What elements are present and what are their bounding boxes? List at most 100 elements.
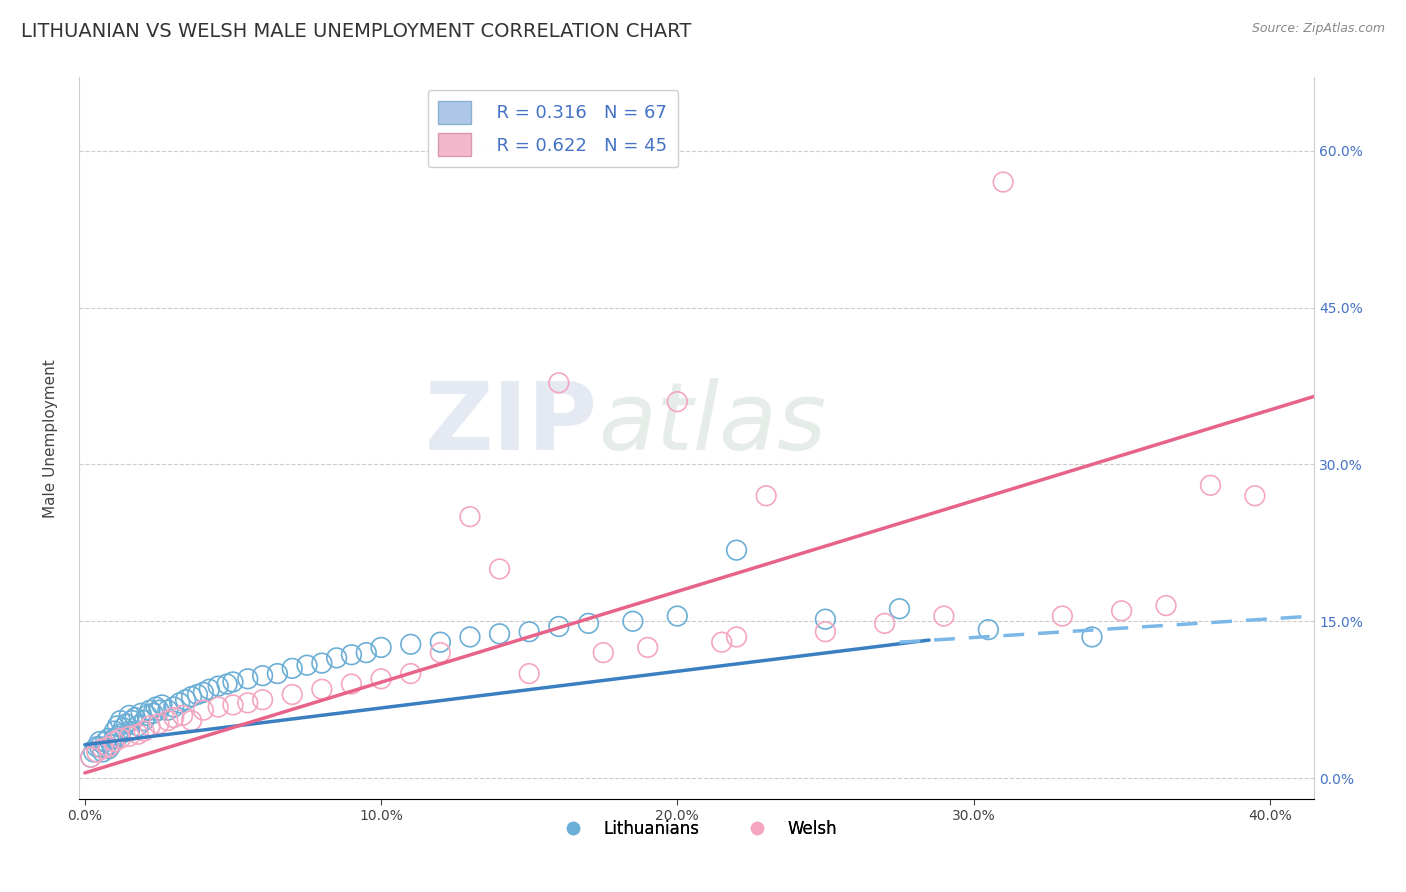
Point [150,698,173,712]
Point [236,672,259,686]
Point [124,710,146,724]
Point [91,742,114,756]
Point [103,724,125,739]
Point [1052,609,1074,624]
Point [236,696,259,710]
Point [86,739,108,754]
Point [592,646,614,660]
Y-axis label: Male Unemployment: Male Unemployment [44,359,58,517]
Point [100,738,122,752]
Point [621,614,644,628]
Point [97,731,120,746]
Point [295,658,318,673]
Point [932,609,955,624]
Point [148,716,170,731]
Point [129,706,152,721]
Point [139,719,162,733]
Point [547,376,569,390]
Point [311,682,333,697]
Point [725,543,748,558]
Point [127,719,149,733]
Point [1244,489,1267,503]
Point [340,648,363,662]
Point [873,616,896,631]
Point [156,703,179,717]
Point [145,700,167,714]
Point [107,729,129,743]
Point [429,646,451,660]
Point [370,672,392,686]
Point [193,703,215,717]
Text: ZIP: ZIP [425,378,598,470]
Point [180,690,202,704]
Point [458,630,481,644]
Point [118,729,141,743]
Point [163,710,186,724]
Point [725,630,748,644]
Point [169,696,191,710]
Point [139,703,162,717]
Point [311,656,333,670]
Point [252,692,274,706]
Point [399,637,422,651]
Point [89,739,111,754]
Text: LITHUANIAN VS WELSH MALE UNEMPLOYMENT CORRELATION CHART: LITHUANIAN VS WELSH MALE UNEMPLOYMENT CO… [21,22,692,41]
Point [134,714,156,728]
Point [252,668,274,682]
Point [118,708,141,723]
Point [370,640,392,655]
Point [517,624,540,639]
Point [110,714,132,728]
Point [134,724,156,739]
Point [174,692,197,706]
Text: Source: ZipAtlas.com: Source: ZipAtlas.com [1251,22,1385,36]
Point [281,661,304,675]
Point [118,724,141,739]
Point [578,616,600,631]
Point [110,731,132,746]
Point [814,612,837,626]
Point [325,651,347,665]
Point [97,739,120,754]
Point [666,609,689,624]
Point [115,716,138,731]
Point [127,727,149,741]
Point [222,674,245,689]
Point [83,745,105,759]
Point [156,714,179,728]
Point [458,509,481,524]
Point [666,394,689,409]
Point [94,739,117,754]
Point [142,706,165,721]
Point [112,721,135,735]
Point [1081,630,1104,644]
Point [547,619,569,633]
Point [488,562,510,576]
Point [1111,604,1133,618]
Point [148,703,170,717]
Point [215,677,238,691]
Point [103,734,125,748]
Point [977,623,1000,637]
Point [107,719,129,733]
Point [281,688,304,702]
Point [103,731,125,746]
Point [517,666,540,681]
Point [80,750,103,764]
Point [163,700,186,714]
Point [1154,599,1177,613]
Point [172,708,194,723]
Point [89,734,111,748]
Point [97,742,120,756]
Point [110,727,132,741]
Point [91,745,114,759]
Point [991,175,1014,189]
Point [710,635,733,649]
Point [399,666,422,681]
Point [266,666,288,681]
Point [814,624,837,639]
Point [80,750,103,764]
Point [340,677,363,691]
Point [429,635,451,649]
Point [180,714,202,728]
